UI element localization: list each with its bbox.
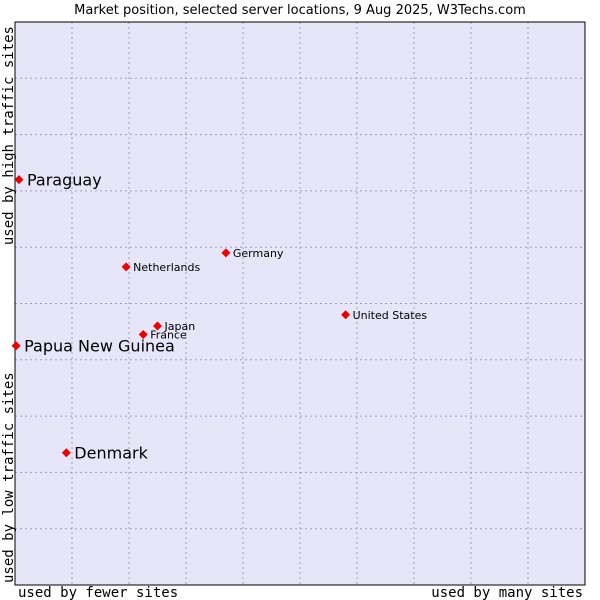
point-marker	[14, 175, 24, 185]
data-point-papua-new-guinea: Papua New Guinea	[11, 337, 175, 356]
point-label: Netherlands	[133, 261, 200, 274]
point-marker	[11, 341, 21, 351]
y-axis-label-bottom: used by low traffic sites	[1, 372, 17, 583]
point-label: Denmark	[74, 444, 148, 463]
y-axis-label-top: used by high traffic sites	[1, 26, 17, 245]
x-axis-label-left: used by fewer sites	[18, 585, 178, 600]
point-marker	[61, 448, 71, 458]
chart-title: Market position, selected server locatio…	[74, 3, 526, 18]
point-label: United States	[353, 309, 428, 322]
data-points: Paraguay Papua New Guinea Denmark Germany Ne…	[11, 171, 427, 463]
point-label: France	[150, 328, 187, 341]
grid-lines	[15, 22, 585, 585]
data-point-germany: Germany	[221, 247, 284, 260]
point-marker	[138, 329, 148, 339]
point-marker	[341, 310, 351, 320]
data-point-paraguay: Paraguay	[14, 171, 102, 190]
point-marker	[121, 262, 131, 272]
point-marker	[153, 321, 162, 331]
data-point-france: France	[138, 328, 187, 341]
point-label: Germany	[233, 247, 284, 260]
x-axis-label-right: used by many sites	[431, 585, 583, 600]
plot-border	[14, 21, 586, 586]
data-point-japan: Japan	[153, 320, 195, 333]
point-label: Paraguay	[27, 171, 102, 190]
point-label: Japan	[164, 320, 196, 333]
point-label: Papua New Guinea	[24, 337, 175, 356]
data-point-netherlands: Netherlands	[121, 261, 200, 274]
data-point-denmark: Denmark	[61, 444, 149, 463]
point-marker	[221, 248, 231, 258]
data-point-united-states: United States	[341, 309, 427, 322]
